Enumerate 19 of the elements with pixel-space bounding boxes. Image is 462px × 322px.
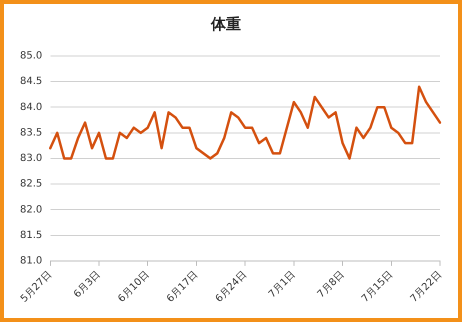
y-tick-label: 84.0 [20,102,42,113]
x-tick-label: 6月17日 [164,269,200,305]
x-tick-label: 6月3日 [72,269,103,300]
y-tick-label: 83.0 [20,153,42,164]
y-tick-label: 82.5 [20,178,42,190]
x-tick-label: 6月24日 [214,269,250,305]
y-tick-label: 83.5 [20,127,42,138]
x-tick-label: 7月22日 [408,269,444,305]
x-tick-label: 7月15日 [360,269,396,305]
x-tick-label: 5月27日 [18,269,54,305]
y-tick-label: 81.5 [20,230,42,241]
chart-title: 体重 [210,14,241,33]
y-tick-label: 85.0 [20,50,42,62]
x-tick-label: 6月10日 [116,269,152,305]
x-tick-label: 7月1日 [266,269,298,300]
x-tick-label: 7月8日 [316,269,347,300]
y-tick-label: 81.0 [20,255,42,266]
y-tick-label: 84.5 [20,76,42,88]
y-tick-label: 82.0 [20,204,42,216]
